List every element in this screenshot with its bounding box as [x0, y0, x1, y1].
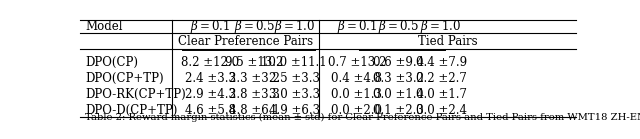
Text: 0.0 ±2.4: 0.0 ±2.4 — [415, 104, 467, 117]
Text: 0.3 ±3.2: 0.3 ±3.2 — [373, 72, 424, 85]
Text: 0.0 ±1.7: 0.0 ±1.7 — [415, 88, 467, 101]
Text: 2.4 ±3.3: 2.4 ±3.3 — [185, 72, 236, 85]
Text: 4.9 ±6.3: 4.9 ±6.3 — [269, 104, 320, 117]
Text: 0.6 ±9.4: 0.6 ±9.4 — [373, 56, 424, 69]
Text: 0.0 ±1.3: 0.0 ±1.3 — [332, 88, 382, 101]
Text: $\beta = 0.1$: $\beta = 0.1$ — [337, 18, 377, 35]
Text: $\beta = 0.5$: $\beta = 0.5$ — [234, 18, 275, 35]
Text: 0.7 ±13.2: 0.7 ±13.2 — [328, 56, 386, 69]
Text: $\beta = 0.1$: $\beta = 0.1$ — [190, 18, 230, 35]
Text: Table 2: Reward margin statistics (mean ± std) for Clear Preference Pairs and Ti: Table 2: Reward margin statistics (mean … — [85, 113, 640, 122]
Text: 9.5 ±13.2: 9.5 ±13.2 — [225, 56, 284, 69]
Text: 3.0 ±3.3: 3.0 ±3.3 — [269, 88, 320, 101]
Text: DPO-RK(CP+TP): DPO-RK(CP+TP) — [85, 88, 186, 101]
Text: 4.8 ±6.1: 4.8 ±6.1 — [229, 104, 280, 117]
Text: 2.3 ±3.2: 2.3 ±3.2 — [229, 72, 280, 85]
Text: $\beta = 1.0$: $\beta = 1.0$ — [273, 18, 315, 35]
Text: 4.6 ±5.8: 4.6 ±5.8 — [185, 104, 236, 117]
Text: 0.0 ±1.4: 0.0 ±1.4 — [373, 88, 424, 101]
Text: Clear Preference Pairs: Clear Preference Pairs — [178, 35, 313, 48]
Text: 0.1 ±2.3: 0.1 ±2.3 — [374, 104, 424, 117]
Text: 0.4 ±4.8: 0.4 ±4.8 — [332, 72, 382, 85]
Text: 10.0 ±11.1: 10.0 ±11.1 — [262, 56, 327, 69]
Text: DPO(CP): DPO(CP) — [85, 56, 138, 69]
Text: Model: Model — [85, 20, 122, 33]
Text: 2.8 ±3.3: 2.8 ±3.3 — [229, 88, 280, 101]
Text: 0.4 ±7.9: 0.4 ±7.9 — [415, 56, 467, 69]
Text: Tied Pairs: Tied Pairs — [418, 35, 477, 48]
Text: DPO-D(CP+TP): DPO-D(CP+TP) — [85, 104, 177, 117]
Text: $\beta = 0.5$: $\beta = 0.5$ — [378, 18, 420, 35]
Text: 0.2 ±2.7: 0.2 ±2.7 — [415, 72, 467, 85]
Text: 8.2 ±12.0: 8.2 ±12.0 — [181, 56, 239, 69]
Text: 2.5 ±3.3: 2.5 ±3.3 — [269, 72, 320, 85]
Text: 0.0 ±2.0: 0.0 ±2.0 — [332, 104, 382, 117]
Text: $\beta = 1.0$: $\beta = 1.0$ — [420, 18, 462, 35]
Text: DPO(CP+TP): DPO(CP+TP) — [85, 72, 164, 85]
Text: 2.9 ±4.3: 2.9 ±4.3 — [185, 88, 236, 101]
